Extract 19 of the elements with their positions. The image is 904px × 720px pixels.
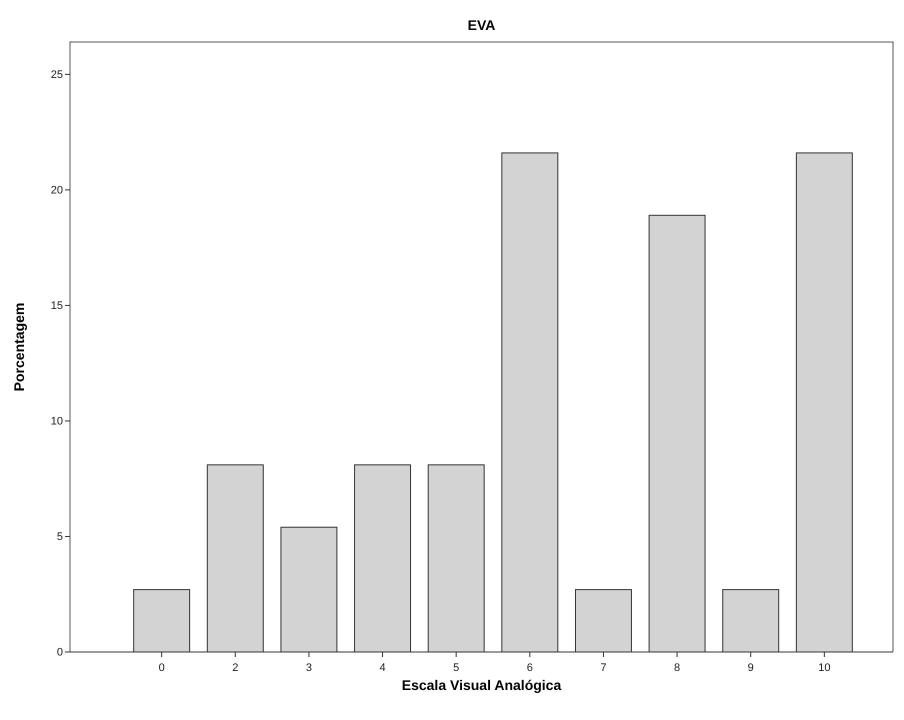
x-tick-label: 3 <box>306 662 312 674</box>
x-tick-label: 7 <box>600 662 607 674</box>
x-tick-label: 6 <box>526 662 533 674</box>
x-tick-label: 8 <box>674 662 680 674</box>
x-tick-label: 4 <box>379 662 386 674</box>
y-tick-label: 0 <box>56 646 63 659</box>
y-axis-title: Porcentagem <box>11 302 27 392</box>
y-tick-label: 10 <box>50 415 63 428</box>
y-tick-label: 15 <box>50 300 63 312</box>
y-tick-label: 5 <box>56 530 63 543</box>
x-tick-label: 2 <box>232 662 238 674</box>
y-tick-label: 20 <box>50 184 63 196</box>
chart-title: EVA <box>468 17 496 33</box>
x-tick-label: 10 <box>818 662 830 674</box>
x-tick-label: 0 <box>158 662 165 674</box>
x-axis-title: Escala Visual Analógica <box>402 677 562 693</box>
x-tick-label: 9 <box>748 662 754 674</box>
y-tick-label: 25 <box>50 68 63 81</box>
x-tick-label: 5 <box>453 662 460 674</box>
